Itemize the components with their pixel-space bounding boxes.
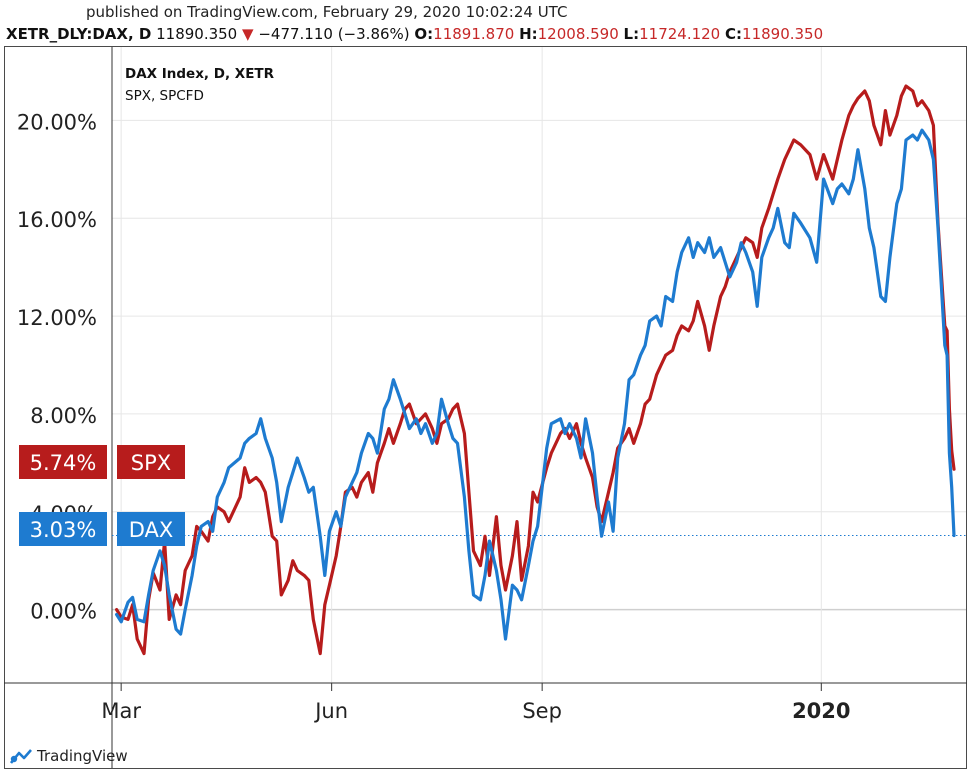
high-label: H: bbox=[519, 25, 538, 43]
last-value-box-dax bbox=[19, 512, 107, 546]
series-line-dax[interactable] bbox=[115, 128, 956, 641]
series-name-box-spx bbox=[117, 445, 185, 479]
x-tick-label: Mar bbox=[101, 699, 141, 723]
x-tick-label: 2020 bbox=[792, 699, 850, 723]
last-value-box-spx bbox=[19, 445, 107, 479]
last-value-label-dax: 3.03% bbox=[30, 518, 97, 542]
high-value: 12008.590 bbox=[537, 25, 619, 43]
chart-legend: DAX Index, D, XETR SPX, SPCFD bbox=[125, 63, 274, 107]
tradingview-logo-icon bbox=[9, 749, 32, 764]
series-name-box-dax bbox=[117, 512, 185, 546]
low-label: L: bbox=[623, 25, 640, 43]
y-tick-label: 8.00% bbox=[30, 404, 97, 428]
brand-name: TradingView bbox=[37, 747, 128, 765]
close-label: C: bbox=[725, 25, 743, 43]
symbol-info-line: XETR_DLY:DAX, D 11890.350 ▼ −477.110 (−3… bbox=[6, 25, 823, 43]
last-value-label-spx: 5.74% bbox=[30, 451, 97, 475]
series-name-label-spx: SPX bbox=[131, 451, 171, 475]
triangle-down-icon: ▼ bbox=[242, 25, 254, 43]
x-tick-label: Sep bbox=[522, 699, 562, 723]
x-tick-label: Jun bbox=[313, 699, 348, 723]
chart-frame[interactable] bbox=[4, 46, 967, 769]
low-value: 11724.120 bbox=[639, 25, 721, 43]
published-notice: published on TradingView.com, February 2… bbox=[86, 3, 568, 21]
series-line-spx[interactable] bbox=[115, 84, 956, 656]
last-price: 11890.350 bbox=[156, 25, 238, 43]
legend-compare-symbol[interactable]: SPX, SPCFD bbox=[125, 88, 204, 104]
open-label: O: bbox=[414, 25, 434, 43]
y-tick-label: 12.00% bbox=[17, 306, 97, 330]
close-value: 11890.350 bbox=[742, 25, 824, 43]
y-tick-label: 16.00% bbox=[17, 208, 97, 232]
tradingview-brand[interactable]: TradingView bbox=[9, 747, 128, 765]
legend-main-symbol[interactable]: DAX Index, D, XETR bbox=[125, 66, 275, 82]
symbol-label[interactable]: XETR_DLY:DAX, D bbox=[6, 25, 152, 43]
price-change: −477.110 (−3.86%) bbox=[258, 25, 410, 43]
y-tick-label: 20.00% bbox=[17, 110, 97, 134]
series-name-label-dax: DAX bbox=[129, 518, 174, 542]
y-tick-label: 0.00% bbox=[30, 600, 97, 624]
open-value: 11891.870 bbox=[433, 25, 515, 43]
